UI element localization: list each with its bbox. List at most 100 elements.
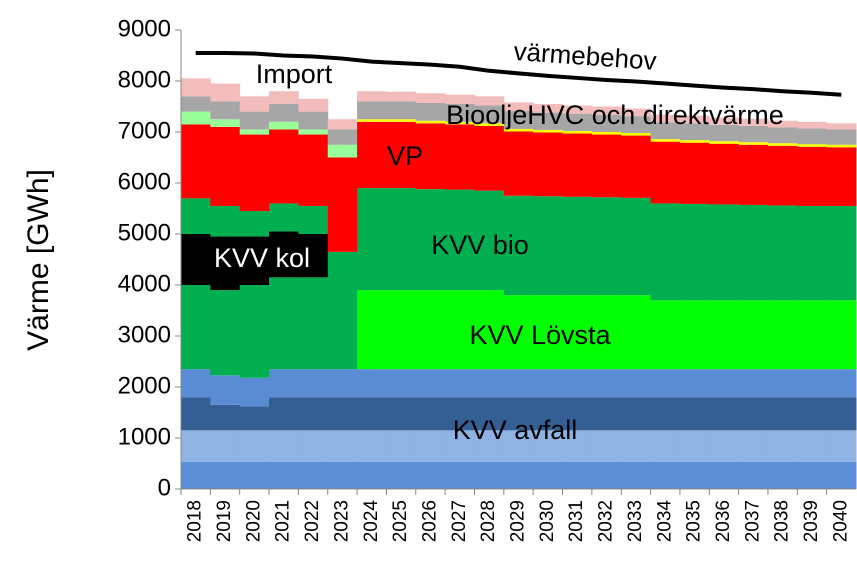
x-tick-label: 2028 xyxy=(478,500,499,542)
area-segment xyxy=(239,96,270,112)
area-segment xyxy=(738,461,769,489)
area-segment xyxy=(327,369,358,398)
area-segment xyxy=(650,430,681,462)
area-segment xyxy=(415,397,446,431)
annotation: KVV avfall xyxy=(453,415,578,445)
area-segment xyxy=(327,129,358,145)
area-segment xyxy=(298,134,329,206)
area-segment xyxy=(239,129,270,135)
area-segment xyxy=(357,430,387,462)
x-tick-label: 2020 xyxy=(243,500,264,542)
area-segment xyxy=(797,430,828,462)
area-segment xyxy=(181,124,211,199)
area-segment xyxy=(650,203,681,301)
area-segment xyxy=(269,430,299,462)
area-segment xyxy=(621,135,652,198)
area-segment xyxy=(474,125,505,191)
area-segment xyxy=(679,300,710,370)
area-segment xyxy=(327,144,358,158)
area-segment xyxy=(797,461,828,489)
area-segment xyxy=(327,157,358,252)
area-segment xyxy=(239,211,270,237)
area-segment xyxy=(591,134,622,198)
area-segment xyxy=(650,139,681,142)
area-segment xyxy=(797,144,828,147)
area-segment xyxy=(269,129,299,204)
area-segment xyxy=(415,461,446,489)
x-tick-label: 2033 xyxy=(625,500,646,542)
area-segment xyxy=(621,197,652,296)
area-segment xyxy=(562,430,593,462)
area-segment xyxy=(533,397,564,431)
area-segment xyxy=(562,461,593,489)
area-segment xyxy=(474,105,505,124)
area-segment xyxy=(826,123,857,130)
area-segment xyxy=(298,397,329,431)
area-segment xyxy=(738,430,769,462)
area-segment xyxy=(503,461,534,489)
area-segment xyxy=(445,189,475,291)
area-segment xyxy=(591,397,622,431)
area-segment xyxy=(650,300,681,370)
area-segment xyxy=(621,461,652,489)
area-segment xyxy=(181,78,211,97)
annotation: Import xyxy=(256,59,333,89)
x-tick-label: 2036 xyxy=(713,500,734,542)
area-segment xyxy=(562,196,593,296)
area-segment xyxy=(650,369,681,398)
area-segment xyxy=(386,188,417,291)
area-segment xyxy=(503,128,534,132)
area-segment xyxy=(621,133,652,136)
area-segment xyxy=(767,300,798,370)
area-segment xyxy=(767,205,798,301)
area-segment xyxy=(357,101,387,120)
line-label: värmebehov xyxy=(513,36,658,76)
area-segment xyxy=(386,290,417,370)
x-tick-label: 2025 xyxy=(390,500,411,542)
area-segment xyxy=(445,290,475,370)
area-segment xyxy=(239,285,270,378)
area-segment xyxy=(533,112,564,130)
area-segment xyxy=(239,134,270,212)
area-segment xyxy=(709,397,740,431)
area-segment xyxy=(503,131,534,196)
x-tick-label: 2032 xyxy=(596,500,617,542)
area-segment xyxy=(298,369,329,398)
x-tick-label: 2030 xyxy=(537,500,558,542)
area-segment xyxy=(621,295,652,370)
area-segment xyxy=(738,300,769,370)
area-segment xyxy=(415,369,446,398)
area-segment xyxy=(415,120,446,124)
area-segment xyxy=(797,205,828,301)
area-segment xyxy=(591,295,622,370)
annotation: BiooljeHVC och direktvärme xyxy=(446,100,784,130)
area-segment xyxy=(181,111,211,125)
area-segment xyxy=(826,147,857,206)
area-segment xyxy=(738,397,769,431)
area-segment xyxy=(445,461,475,489)
area-segment xyxy=(210,205,241,237)
area-segment xyxy=(650,114,681,123)
area-segment xyxy=(533,129,564,133)
area-segment xyxy=(445,103,475,122)
area-segment xyxy=(826,397,857,431)
area-segment xyxy=(650,141,681,204)
x-tick-label: 2026 xyxy=(419,500,440,542)
area-segment xyxy=(562,397,593,431)
area-segment xyxy=(298,129,329,135)
area-segment xyxy=(386,91,417,102)
area-segment xyxy=(797,128,828,145)
area-segment xyxy=(298,234,329,278)
area-segment xyxy=(826,205,857,301)
area-segment xyxy=(738,204,769,301)
x-tick-label: 2031 xyxy=(566,500,587,542)
area-segment xyxy=(239,236,270,285)
area-segment xyxy=(269,369,299,398)
area-segment xyxy=(709,300,740,370)
area-segment xyxy=(269,203,299,232)
area-segment xyxy=(591,369,622,398)
area-segment xyxy=(709,124,740,142)
area-segment xyxy=(269,277,299,370)
area-segment xyxy=(591,197,622,296)
area-segment xyxy=(269,103,299,122)
